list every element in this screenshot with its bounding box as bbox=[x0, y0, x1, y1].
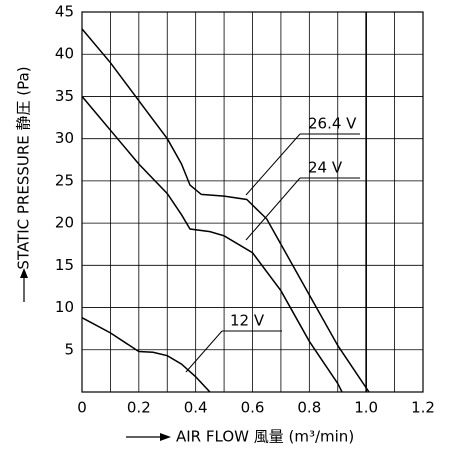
x-axis-arrow bbox=[126, 433, 171, 441]
series-label: 26.4 V bbox=[308, 115, 357, 133]
series-line bbox=[81, 317, 211, 393]
y-axis-arrow bbox=[20, 268, 28, 302]
x-tick-label: 0 bbox=[77, 399, 87, 417]
leader-line bbox=[185, 330, 223, 373]
y-tick-label: 35 bbox=[55, 87, 74, 105]
series-line bbox=[81, 95, 343, 393]
y-tick-label: 45 bbox=[55, 3, 74, 21]
x-axis-label: AIR FLOW 風量 (m³/min) bbox=[176, 428, 354, 446]
x-tick-label: 1.2 bbox=[411, 399, 435, 417]
series-label: 24 V bbox=[308, 159, 343, 177]
x-tick-label: 0.6 bbox=[241, 399, 265, 417]
y-tick-label: 30 bbox=[55, 129, 74, 147]
y-axis-label: STATIC PRESSURE 静圧 (Pa) bbox=[15, 66, 33, 269]
x-tick-label: 0.2 bbox=[127, 399, 151, 417]
series-label: 12 V bbox=[230, 312, 265, 330]
y-tick-label: 25 bbox=[55, 171, 74, 189]
leader-line bbox=[245, 133, 301, 196]
x-tick-label: 0.8 bbox=[297, 399, 321, 417]
y-tick-label: 20 bbox=[55, 214, 74, 232]
y-tick-label: 10 bbox=[55, 298, 74, 316]
y-tick-label: 15 bbox=[55, 256, 74, 274]
x-tick-label: 0.4 bbox=[184, 399, 208, 417]
y-tick-label: 40 bbox=[55, 45, 74, 63]
series-line bbox=[81, 28, 370, 393]
y-tick-label: 5 bbox=[64, 340, 74, 358]
leader-line bbox=[245, 177, 301, 241]
x-tick-label: 1.0 bbox=[354, 399, 378, 417]
